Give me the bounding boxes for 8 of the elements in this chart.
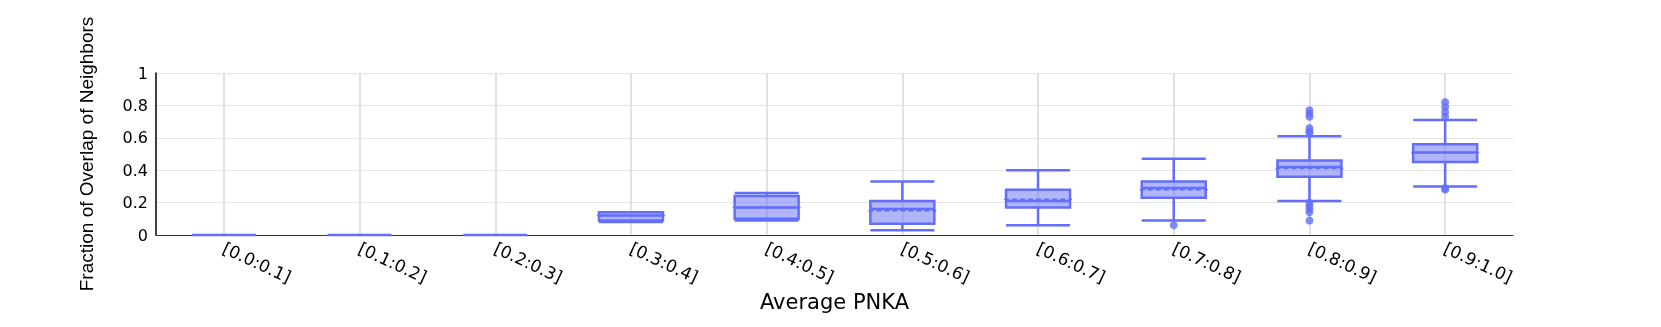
y-tick-label: 0.8 [122,95,148,115]
y-tick-label: 0.4 [122,160,148,180]
x-axis-title: Average PNKA [759,290,910,315]
y-tick-label: 1 [137,63,148,83]
y-tick-label: 0.2 [122,193,148,213]
y-tick-label: 0 [137,225,148,245]
y-axis-title: Fraction of Overlap of Neighbors [76,16,97,292]
y-tick-label: 0.6 [122,128,148,148]
